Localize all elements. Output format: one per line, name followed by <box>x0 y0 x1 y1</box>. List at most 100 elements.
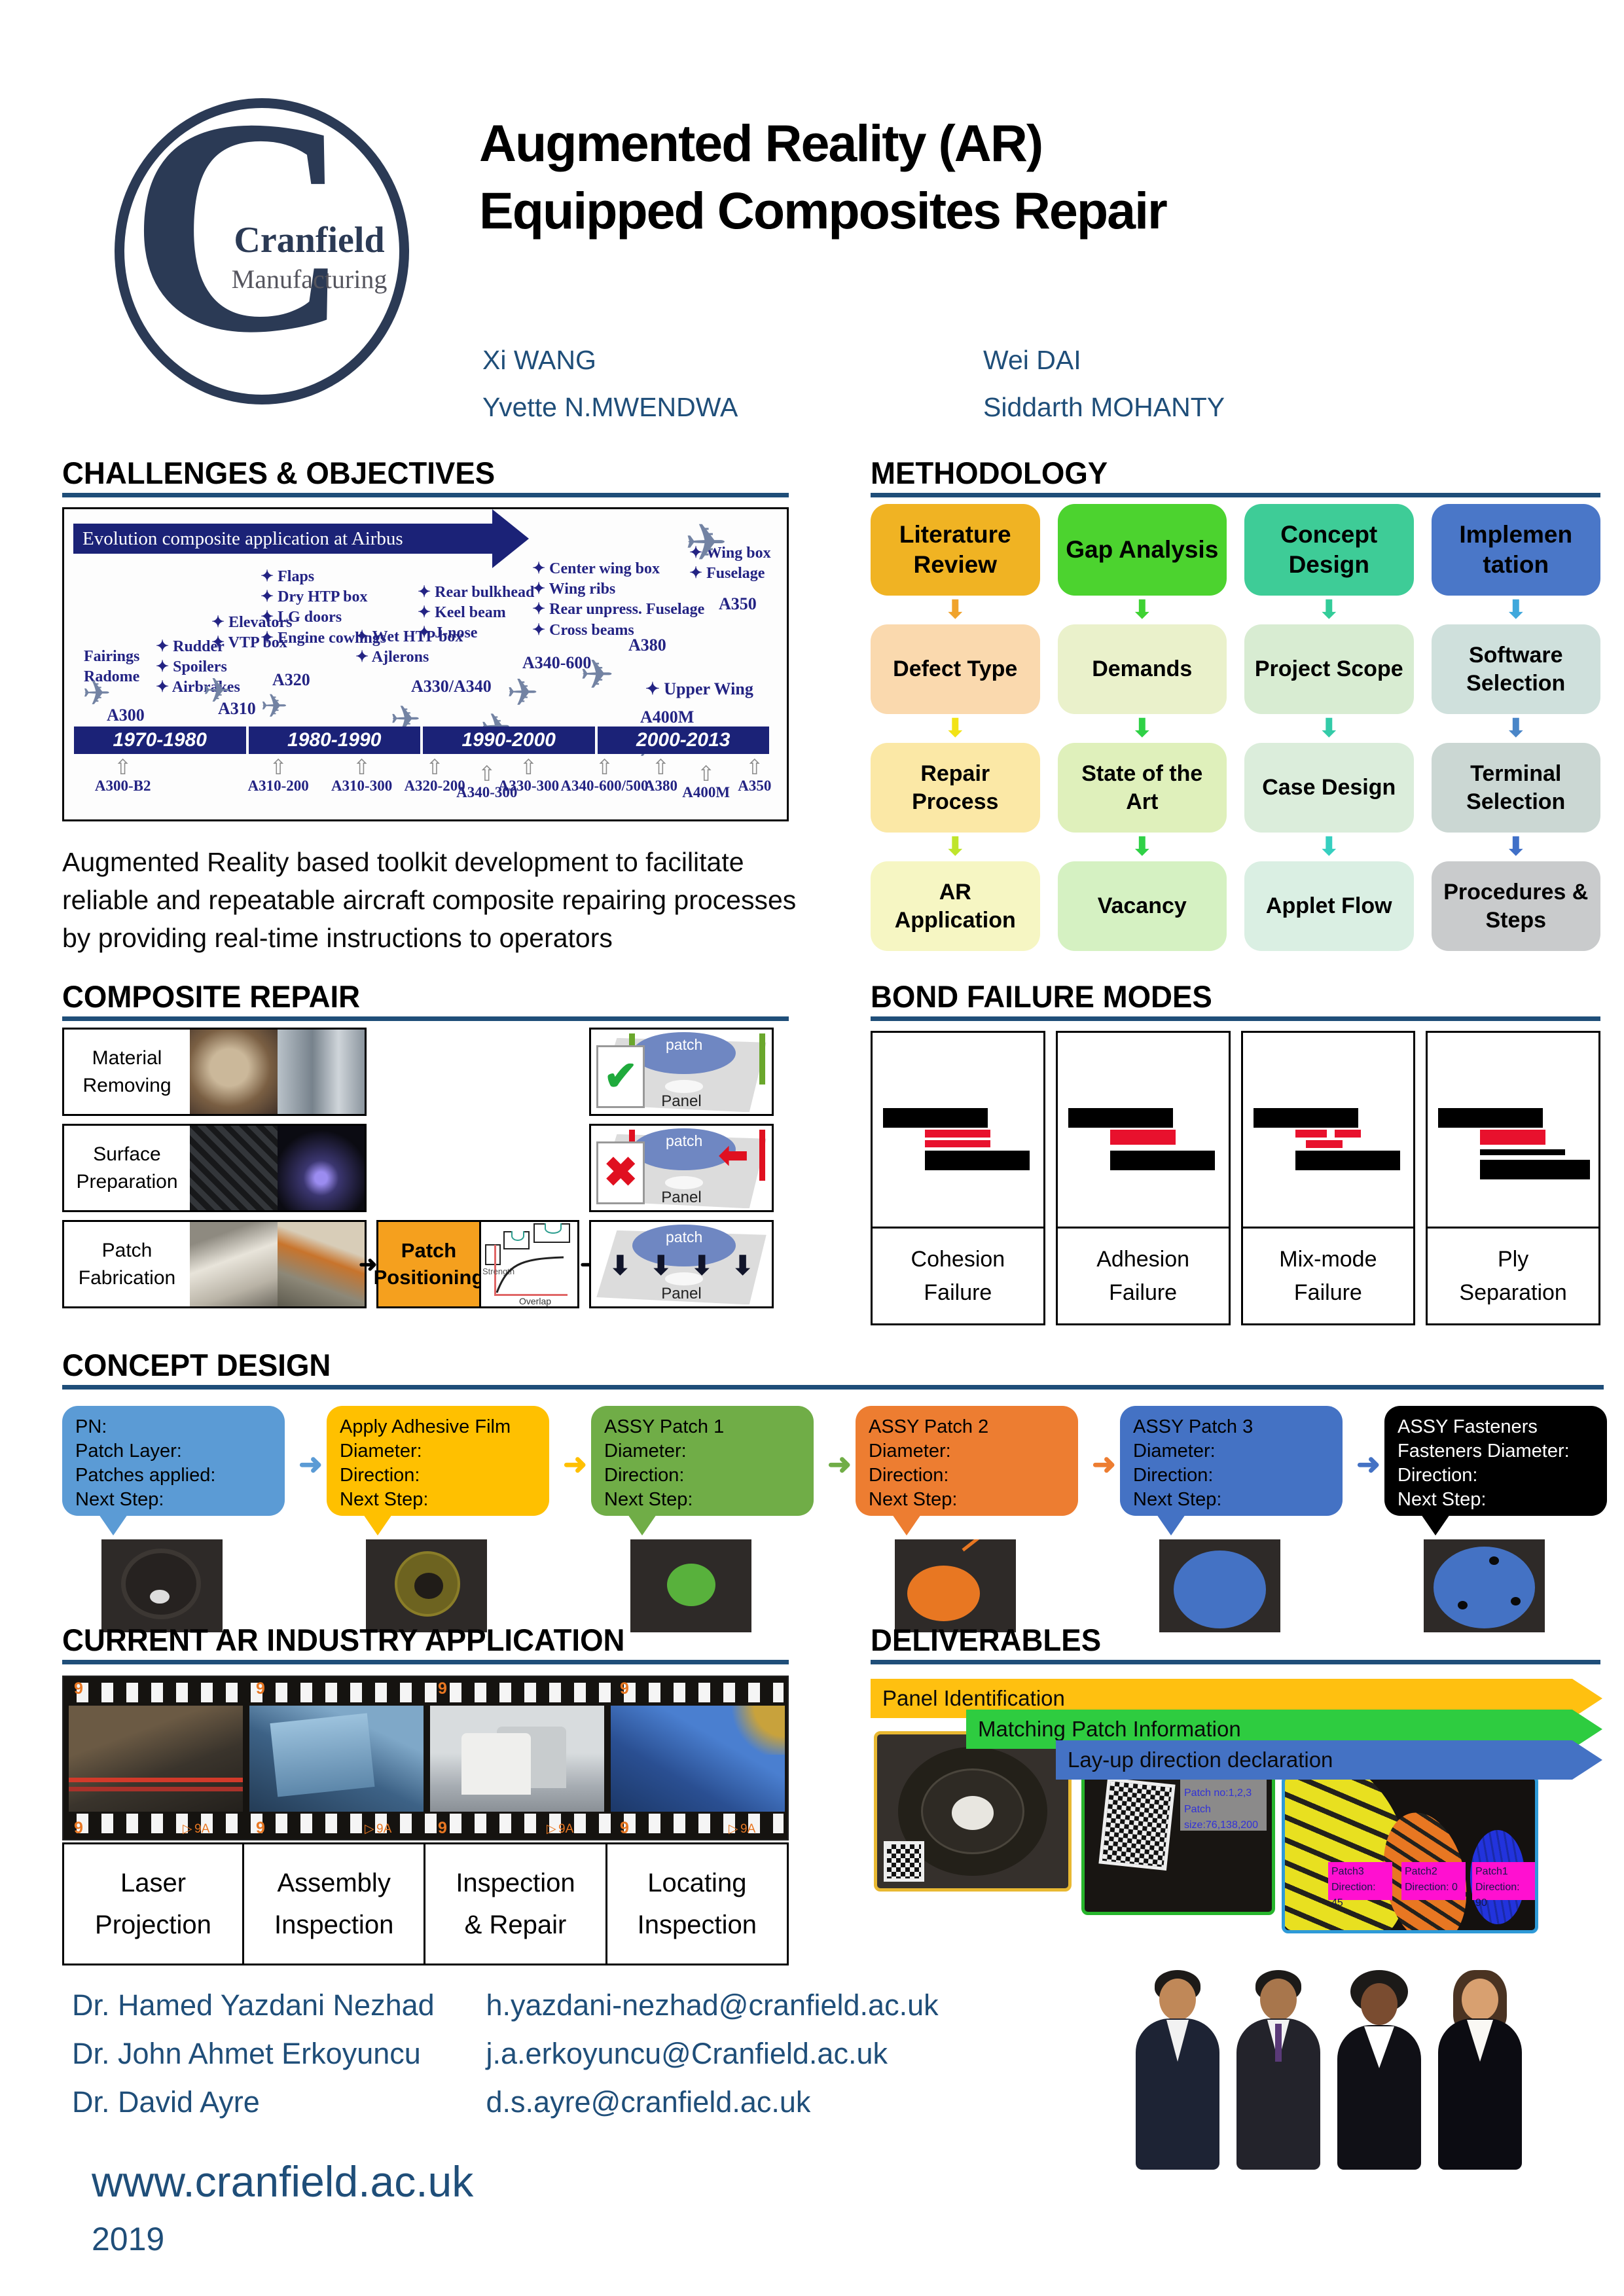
bond-mode-mix: Mix-mode Failure <box>1240 1031 1416 1325</box>
rule <box>871 1016 1600 1021</box>
model-label: A350 <box>738 778 772 794</box>
ply-direction: Direction: 0 <box>1405 1882 1458 1893</box>
mode-label: Cohesion Failure <box>873 1227 1043 1323</box>
ellipse <box>120 1549 201 1620</box>
bond-mode-cohesion: Cohesion Failure <box>871 1031 1045 1325</box>
play-icon: ▷ <box>365 1822 374 1836</box>
model-entry: ⇧ A350 <box>738 757 771 795</box>
model-entry: ⇧ A320-200 <box>404 757 465 795</box>
repair-step-surface-preparation: Surface Preparation <box>62 1124 367 1212</box>
supervisor-email: j.a.erkoyuncu@Cranfield.ac.uk <box>486 2037 888 2070</box>
film-edge-mark: 9A <box>558 1822 574 1836</box>
photo-vacuum-bagging <box>277 1222 365 1306</box>
flow-arrow-icon: ➜ <box>1092 1448 1116 1480</box>
bubble-patch-1: ASSY Patch 1 Diameter: Direction: Next S… <box>591 1406 852 1535</box>
up-arrow-icon: ⇧ <box>269 755 287 779</box>
rule <box>62 493 789 497</box>
alignment-bar <box>759 1130 765 1181</box>
bubble-line: Next Step: <box>869 1489 958 1511</box>
feature-item: ✦ Rear unpress. Fuselage <box>532 601 705 619</box>
repair-step-material-removing: Material Removing <box>62 1028 367 1116</box>
repair-step-label: Material Removing <box>82 1047 171 1096</box>
scarf-center <box>665 1272 704 1285</box>
patch-positioning-box: Patch Positioning <box>374 1220 484 1308</box>
timeline-period: 1990-2000 <box>423 726 595 754</box>
frame-number: 9 <box>74 1819 83 1837</box>
feature-item: ✦ Rudder <box>156 638 225 655</box>
author: Yvette N.MWENDWA <box>482 391 738 422</box>
play-icon: ▷ <box>729 1822 738 1836</box>
frame-number: 9 <box>438 1679 447 1698</box>
adherend <box>883 1108 988 1128</box>
photo-layup-direction: Patch3 Direction: 45 Patch2 Direction: 0… <box>1282 1775 1538 1933</box>
cross-icon: ✖ <box>596 1141 645 1204</box>
qr-code <box>1098 1777 1176 1871</box>
frame-number: 9 <box>620 1679 629 1698</box>
tie <box>1275 2024 1282 2062</box>
methodology-box: Concept Design <box>1244 504 1414 596</box>
feature-item: ✦ Spoilers <box>156 658 227 676</box>
down-arrow-icon: ⬇ <box>1131 715 1153 742</box>
qr-code <box>884 1841 924 1882</box>
plane-label: A400M <box>640 708 695 726</box>
feature-item: ✦ Rear bulkhead <box>418 584 535 601</box>
logo-text: Cranfield Manufacturing <box>229 219 389 295</box>
model-label: A330-300 <box>497 778 560 794</box>
ar-label: Locating Inspection <box>605 1842 789 1965</box>
adhesive-layer <box>1305 1140 1343 1148</box>
adhesive-layer <box>1480 1130 1546 1145</box>
methodology-box: Repair Process <box>871 743 1040 833</box>
team-member <box>1438 1970 1522 2170</box>
face <box>1361 1983 1398 2025</box>
authors-column-2: Wei DAI Siddarth MOHANTY <box>983 337 1225 431</box>
bubble-line: Diameter: <box>1133 1441 1216 1462</box>
fastener-dot <box>1457 1600 1468 1609</box>
ply-label: Patch3 Direction: 45 <box>1328 1862 1392 1909</box>
methodology-box: State of the Art <box>1057 743 1227 833</box>
bubble-line: Apply Adhesive Film <box>340 1416 511 1437</box>
ar-application-labels: Laser Projection Assembly Inspection Ins… <box>62 1842 789 1965</box>
bubble-adhesive-film: Apply Adhesive Film Diameter: Direction:… <box>327 1406 587 1535</box>
down-arrow-icon: ⬇ <box>1131 596 1153 624</box>
face <box>1260 1979 1297 2020</box>
model-entry: ⇧ A400M <box>682 763 730 801</box>
feature-item: ✦ Fuselage <box>689 565 765 583</box>
bubble-line: Next Step: <box>340 1489 429 1511</box>
heading-challenges: CHALLENGES & OBJECTIVES <box>62 456 496 490</box>
bubble-line: Direction: <box>1398 1465 1478 1486</box>
concept-bubbles: PN: Patch Layer: Patches applied: Next S… <box>62 1406 1607 1535</box>
adherend <box>1253 1108 1358 1128</box>
photo-locating-inspection <box>611 1706 785 1812</box>
mode-label: Ply Separation <box>1428 1227 1598 1323</box>
photo-adhesive-film <box>366 1539 487 1632</box>
model-entry: ⇧ A330-300 <box>498 757 559 795</box>
panel-diagram-wrong: patch ⬅ Panel ✖ <box>589 1124 774 1212</box>
supervisor-email: h.yazdani-nezhad@cranfield.ac.uk <box>486 1988 939 2022</box>
bubble-line: ASSY Patch 3 <box>1133 1416 1254 1437</box>
feature-item: ✦ Airbrakes <box>156 679 240 696</box>
patch-ellipse: patch <box>632 1128 736 1171</box>
patch-ellipse: patch <box>632 1224 736 1267</box>
ply-name: Patch2 <box>1405 1866 1437 1877</box>
plane-icon: ✈ <box>685 514 728 571</box>
heading-deliverables: DELIVERABLES <box>871 1623 1102 1657</box>
supervisor-row: Dr. Hamed Yazdani Nezhad h.yazdani-nezha… <box>72 1988 939 2022</box>
bubble-line: Direction: <box>1133 1465 1214 1486</box>
repair-step-label: Surface Preparation <box>76 1143 178 1193</box>
ellipse <box>150 1589 170 1604</box>
photo-panel-identification <box>874 1731 1072 1892</box>
down-arrow-icon: ⬇ <box>1318 833 1340 861</box>
feature-item: Radome <box>84 668 140 686</box>
up-arrow-icon: ⇧ <box>425 755 444 779</box>
concept-photos <box>101 1539 1545 1632</box>
photo-fuselage <box>190 1222 278 1306</box>
plane-label: A300 <box>107 706 145 725</box>
bubble-line: Next Step: <box>75 1489 164 1511</box>
down-arrow-icon: ⬇ <box>1318 596 1340 624</box>
repair-step-patch-fabrication: Patch Fabrication <box>62 1220 367 1308</box>
bubble-line: Direction: <box>340 1465 420 1486</box>
model-entry: ⇧ A380 <box>644 757 677 795</box>
ply-direction: Direction: 45 <box>1331 1882 1376 1909</box>
feature-item: ✦ Ajlerons <box>355 649 429 666</box>
bond-mode-adhesion: Adhesion Failure <box>1055 1031 1231 1325</box>
